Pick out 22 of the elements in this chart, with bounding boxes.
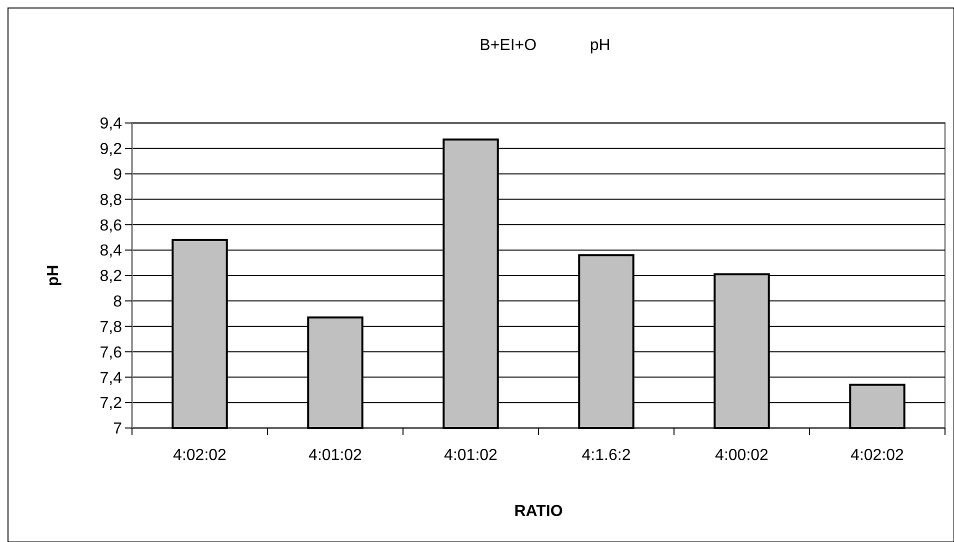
x-axis-title: RATIO: [514, 503, 563, 520]
y-tick-label: 7,6: [100, 344, 122, 362]
x-tick-label: 4:02:02: [173, 447, 227, 464]
y-axis-title: pH: [45, 264, 62, 286]
y-tick-label: 8,4: [100, 242, 122, 260]
y-tick-label: 7,4: [100, 370, 122, 387]
y-tick-label: 8,2: [100, 268, 122, 286]
chart-title: B+EI+O pH: [480, 37, 610, 54]
y-tick-label: 8: [113, 294, 122, 311]
y-tick-label: 7,2: [100, 395, 122, 412]
x-tick-label: 4:02:02: [850, 447, 904, 464]
x-tick-label: 4:01:02: [444, 447, 498, 464]
x-tick-label: 4:1.6:2: [582, 447, 631, 464]
x-tick-label: 4:00:02: [715, 447, 769, 464]
y-tick-label: 7: [113, 420, 122, 438]
y-tick-label: 7,8: [100, 318, 122, 336]
y-tick-label: 8,8: [100, 192, 122, 209]
x-tick-label: 4:01:02: [308, 447, 362, 464]
y-tick-label: 9,2: [100, 141, 122, 158]
y-tick-label: 8,6: [100, 217, 122, 234]
y-tick-label: 9: [113, 166, 122, 184]
y-tick-label: 9,4: [100, 116, 122, 133]
